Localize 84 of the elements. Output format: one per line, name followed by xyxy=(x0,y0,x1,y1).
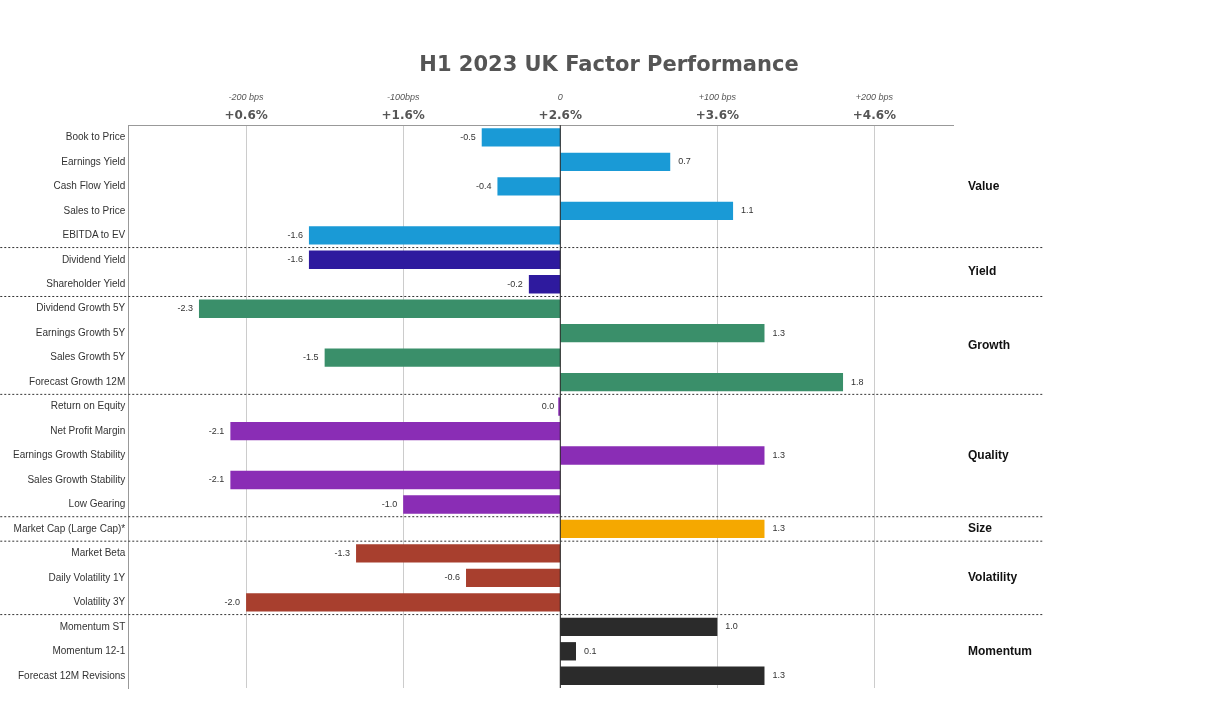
text: Growth xyxy=(968,337,1010,352)
x2-tick-label: -200 bps xyxy=(228,91,265,102)
bar xyxy=(324,348,561,367)
x-tick-label: +3.6% xyxy=(695,108,740,123)
y-tick-label: Momentum 12-1 xyxy=(52,645,126,657)
text: Yield xyxy=(968,264,997,279)
chart-title: H1 2023 UK Factor Performance xyxy=(418,52,800,76)
bar xyxy=(558,397,561,416)
y-tick-label: Volatility 3Y xyxy=(73,596,126,608)
y-tick-label: Book to Price xyxy=(65,131,126,143)
text: Value xyxy=(968,178,1000,193)
y-tick-label: Forecast Growth 12M xyxy=(29,375,126,387)
data-label: -0.5 xyxy=(460,131,476,142)
data-label: 0.7 xyxy=(678,156,691,167)
x-tick-label: +0.6% xyxy=(224,108,268,123)
text: Quality xyxy=(968,447,1009,462)
data-label: -1.6 xyxy=(287,229,303,240)
y-tick-label: Net Profit Margin xyxy=(50,424,126,436)
data-label: 1.3 xyxy=(772,327,786,338)
bar xyxy=(308,226,561,245)
text: Size xyxy=(968,521,993,536)
data-label: 1.1 xyxy=(741,205,754,216)
x-tick-label: +1.6% xyxy=(381,108,425,123)
data-label: -2.1 xyxy=(208,474,225,485)
bar xyxy=(356,544,561,563)
y-tick-label: Shareholder Yield xyxy=(46,278,126,289)
data-label: -0.2 xyxy=(507,278,523,289)
x-tick-label: +2.6% xyxy=(538,108,582,123)
data-label: -1.5 xyxy=(303,352,319,363)
data-label: 1.3 xyxy=(772,523,786,534)
x-tick-label: +4.6% xyxy=(852,108,897,123)
bar xyxy=(230,470,561,490)
y-tick-label: EBITDA to EV xyxy=(62,229,126,241)
bar xyxy=(528,275,561,294)
y-tick-label: Sales Growth 5Y xyxy=(50,351,126,363)
y-tick-label: Daily Volatility 1Y xyxy=(48,571,126,583)
y-tick-label: Forecast 12M Revisions xyxy=(18,669,126,681)
data-label: 1.3 xyxy=(772,670,786,681)
bar xyxy=(308,250,561,269)
y-tick-label: Market Cap (Large Cap)* xyxy=(13,522,126,534)
y-tick-label: Dividend Yield xyxy=(61,253,126,265)
x2-tick-label: +200 bps xyxy=(855,91,894,102)
data-label: -1.6 xyxy=(287,254,303,265)
data-label: -1.0 xyxy=(381,498,398,509)
data-label: 1.0 xyxy=(725,621,738,632)
bar xyxy=(481,128,561,147)
data-label: 1.8 xyxy=(851,376,864,387)
data-label: -1.3 xyxy=(334,547,351,558)
bar xyxy=(560,446,765,465)
bar xyxy=(198,299,561,318)
data-label: -2.0 xyxy=(224,596,241,607)
bar xyxy=(497,177,561,196)
y-tick-label: Low Gearing xyxy=(68,498,126,510)
bar xyxy=(560,372,844,392)
bar xyxy=(560,519,765,539)
bar xyxy=(246,593,561,612)
y-tick-label: Cash Flow Yield xyxy=(53,180,126,192)
data-label: -2.3 xyxy=(177,303,193,314)
y-tick-label: Momentum ST xyxy=(59,620,126,632)
y-tick-label: Return on Equity xyxy=(50,400,126,412)
y-tick-label: Sales Growth Stability xyxy=(27,473,126,485)
x2-tick-label: +100 bps xyxy=(698,91,737,102)
y-tick-label: Market Beta xyxy=(71,547,126,559)
x2-tick-label: -100bps xyxy=(386,91,420,102)
bar xyxy=(403,495,561,514)
y-tick-label: Earnings Growth Stability xyxy=(12,449,126,461)
data-label: -0.6 xyxy=(444,572,461,583)
y-tick-label: Earnings Yield xyxy=(61,155,126,167)
text: Momentum xyxy=(968,643,1032,658)
y-tick-label: Sales to Price xyxy=(63,204,126,216)
data-label: 0.0 xyxy=(541,401,555,412)
bar xyxy=(560,324,765,343)
bar xyxy=(230,421,561,441)
data-label: 0.1 xyxy=(583,645,597,656)
x2-tick-label: 0 xyxy=(557,91,563,102)
y-tick-label: Earnings Growth 5Y xyxy=(35,326,126,338)
data-label: 1.3 xyxy=(772,450,786,461)
data-label: -0.4 xyxy=(475,180,492,191)
text: Volatility xyxy=(968,570,1018,585)
y-tick-label: Dividend Growth 5Y xyxy=(36,302,126,314)
data-label: -2.1 xyxy=(208,425,225,436)
bar xyxy=(466,568,561,588)
bar xyxy=(560,201,734,221)
bar xyxy=(560,152,671,172)
